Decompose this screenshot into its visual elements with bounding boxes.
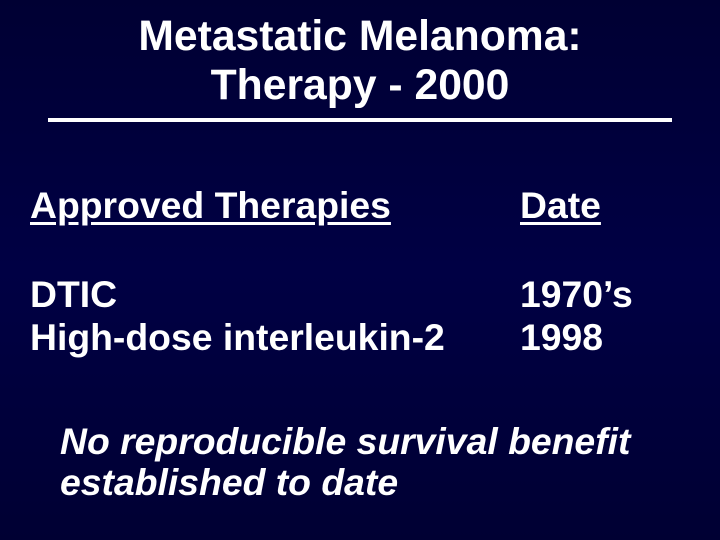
footnote: No reproducible survival benefit establi… xyxy=(30,421,690,503)
footnote-line-2: established to date xyxy=(60,462,690,503)
therapies-table: Approved Therapies Date DTIC 1970’s High… xyxy=(30,184,690,359)
title-line-1: Metastatic Melanoma: xyxy=(30,12,690,61)
table-cell-date: 1970’s xyxy=(520,273,690,316)
footnote-line-1: No reproducible survival benefit xyxy=(60,421,690,462)
content-area: Approved Therapies Date DTIC 1970’s High… xyxy=(30,184,690,503)
table-gap xyxy=(520,227,690,273)
table-cell-date: 1998 xyxy=(520,316,690,359)
slide: Metastatic Melanoma: Therapy - 2000 Appr… xyxy=(0,0,720,540)
slide-title: Metastatic Melanoma: Therapy - 2000 xyxy=(30,12,690,110)
column-header-therapy: Approved Therapies xyxy=(30,184,510,227)
table-cell-therapy: High-dose interleukin-2 xyxy=(30,316,510,359)
table-gap xyxy=(30,227,510,273)
title-underline-rule xyxy=(48,118,672,122)
column-header-date: Date xyxy=(520,184,690,227)
table-cell-therapy: DTIC xyxy=(30,273,510,316)
title-line-2: Therapy - 2000 xyxy=(30,61,690,110)
